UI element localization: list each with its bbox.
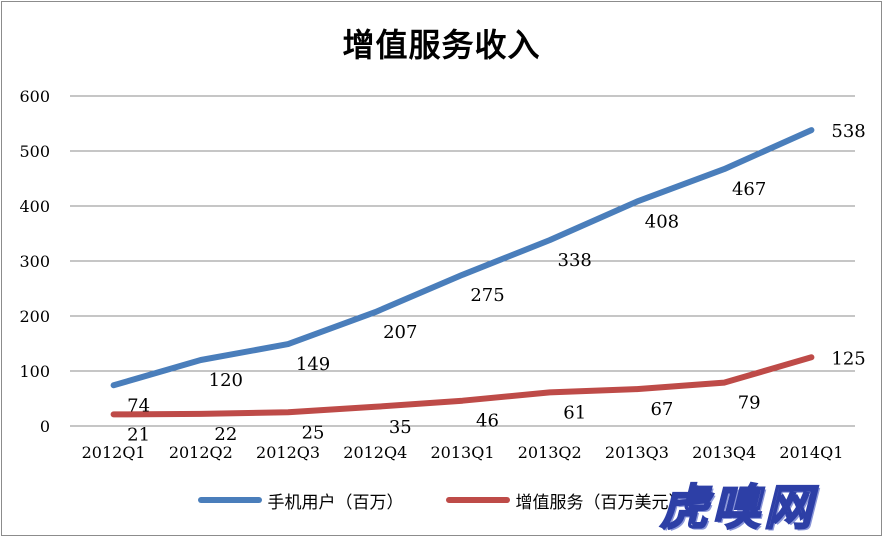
legend-swatch-vas-revenue — [445, 497, 510, 503]
y-tick-label: 0 — [40, 417, 50, 436]
x-tick-label: 2013Q3 — [605, 443, 669, 462]
legend-swatch-mobile-users — [197, 497, 262, 503]
series-line-mobile-users — [110, 127, 815, 389]
legend-item-vas-revenue: 增值服务（百万美元） — [445, 486, 686, 514]
data-label-vas-revenue: 25 — [302, 422, 325, 443]
y-tick-label: 200 — [19, 307, 50, 326]
chart-title: 增值服务收入 — [342, 26, 541, 64]
data-label-vas-revenue: 22 — [214, 424, 237, 445]
x-tick-label: 2013Q4 — [692, 443, 756, 462]
legend-label-vas-revenue: 增值服务（百万美元） — [515, 492, 686, 513]
y-tick-label: 300 — [19, 252, 50, 271]
data-label-vas-revenue: 21 — [127, 424, 150, 445]
y-axis-ticks: 0 100 200 300 400 500 600 — [19, 87, 50, 436]
data-label-vas-revenue: 61 — [563, 402, 586, 423]
data-label-vas-revenue: 46 — [476, 411, 499, 432]
data-labels: 74 120 149 207 275 338 408 467 538 21 22 25 35 46 61 67… — [127, 121, 866, 445]
data-label-mobile-users: 275 — [470, 285, 504, 306]
data-label-vas-revenue: 35 — [389, 417, 412, 438]
x-tick-label: 2012Q3 — [256, 443, 320, 462]
x-tick-label: 2014Q1 — [779, 443, 843, 462]
y-tick-label: 500 — [19, 142, 50, 161]
x-tick-label: 2012Q1 — [82, 443, 146, 462]
x-tick-label: 2013Q2 — [518, 443, 582, 462]
data-label-vas-revenue: 67 — [650, 399, 673, 420]
grid-lines — [70, 95, 855, 427]
data-label-mobile-users: 338 — [558, 250, 592, 271]
legend-item-mobile-users: 手机用户（百万） — [197, 486, 404, 514]
x-tick-label: 2012Q4 — [343, 443, 407, 462]
data-label-mobile-users: 408 — [645, 212, 679, 233]
data-label-mobile-users: 207 — [383, 322, 417, 343]
x-axis-ticks: 2012Q1 2012Q2 2012Q3 2012Q4 2013Q1 2013Q2 2013… — [82, 443, 844, 462]
legend-label-mobile-users: 手机用户（百万） — [267, 492, 404, 513]
data-label-mobile-users: 120 — [209, 370, 243, 391]
data-label-mobile-users: 149 — [296, 354, 330, 375]
x-tick-label: 2013Q1 — [430, 443, 494, 462]
data-label-mobile-users: 467 — [732, 179, 766, 200]
y-tick-label: 100 — [19, 362, 50, 381]
y-tick-label: 400 — [19, 197, 50, 216]
series-lines — [110, 127, 815, 418]
data-label-mobile-users: 538 — [831, 121, 865, 142]
data-label-vas-revenue: 79 — [738, 393, 761, 414]
data-label-vas-revenue: 125 — [831, 348, 865, 369]
y-tick-label: 600 — [19, 87, 50, 106]
x-tick-label: 2012Q2 — [169, 443, 233, 462]
watermark-logo: 虎嗅网 — [659, 479, 817, 537]
legend: 手机用户（百万） 增值服务（百万美元） — [0, 486, 883, 514]
series-line-vas-revenue — [110, 354, 815, 418]
data-label-mobile-users: 74 — [127, 395, 150, 416]
